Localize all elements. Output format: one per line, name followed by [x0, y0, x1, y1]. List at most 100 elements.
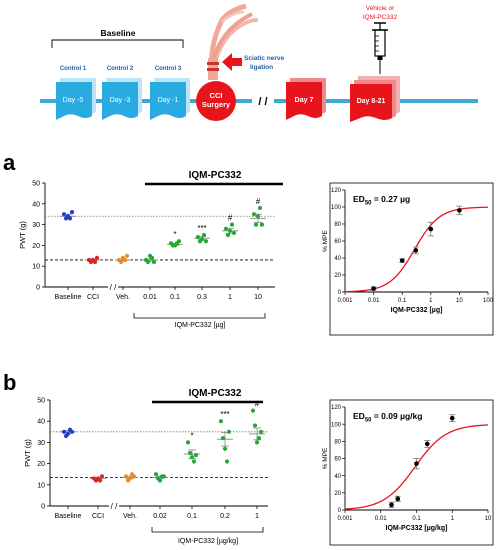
y-tick-label: 60 [334, 457, 341, 463]
nerve-label-1: Sciatic nerve [244, 55, 284, 62]
nerve-icon [207, 3, 259, 80]
x-tick-label: 0.1 [187, 513, 197, 520]
vehicle-label-2: IQM-PC332 [363, 14, 398, 21]
y-tick-label: 0 [41, 504, 45, 511]
data-point [224, 459, 230, 464]
x-tick-label: 100 [483, 298, 494, 304]
y-tick-label: 50 [37, 398, 45, 405]
x-tick-label: 1 [255, 513, 259, 520]
x-tick-label: 0.3 [197, 294, 207, 301]
day-label-3: Day -1 [158, 97, 179, 104]
significance-marker: *** [197, 224, 206, 233]
panel-letter-b: b [3, 370, 16, 395]
data-point [395, 496, 401, 502]
day-box-7: Day 7 [286, 78, 326, 120]
y-axis-label: % MPE [322, 447, 329, 469]
axis-break: / / [111, 502, 118, 511]
data-point [220, 436, 226, 441]
x-tick-label: 1 [228, 294, 232, 301]
data-point [69, 210, 75, 215]
syringe-icon [372, 22, 388, 74]
data-point [191, 459, 197, 464]
fitted-curve [344, 206, 489, 293]
data-point [257, 205, 263, 211]
x-tick-label: CCI [87, 294, 99, 301]
x-tick-label: Baseline [55, 513, 82, 520]
data-point [227, 228, 233, 233]
data-point [389, 502, 394, 508]
chart-frame [329, 182, 494, 336]
data-point [153, 472, 159, 477]
baseline-label: Baseline [101, 28, 136, 38]
data-point [250, 408, 256, 413]
x-tick-label: 0.1 [412, 516, 421, 522]
data-point [67, 216, 73, 221]
data-point [253, 222, 259, 227]
y-tick-label: 10 [37, 482, 45, 489]
x-tick-label: 0.2 [220, 513, 230, 520]
nerve-arrow-icon [222, 53, 242, 71]
nerve-label-2: ligation [250, 64, 273, 71]
data-point [428, 226, 434, 232]
data-point [61, 212, 67, 217]
y-tick-label: 120 [331, 188, 342, 194]
x-tick-label: Baseline [55, 294, 82, 301]
data-point [99, 474, 105, 479]
x-tick-label: 10 [485, 516, 492, 522]
timeline-break-gap [252, 94, 274, 108]
drug-label-a: IQM-PC332 [189, 170, 242, 181]
data-point [371, 286, 376, 291]
data-point [92, 259, 98, 265]
data-point [255, 214, 261, 219]
data-point [65, 431, 71, 437]
day-label-2: Day -3 [110, 97, 131, 104]
y-tick-label: 20 [334, 273, 341, 279]
data-point [127, 476, 133, 481]
data-point [185, 440, 191, 445]
data-point [201, 232, 207, 238]
day-box-2: Day -3 [102, 78, 142, 120]
data-point [225, 232, 231, 238]
data-point [424, 441, 430, 447]
x-tick-label: 0.02 [153, 513, 167, 520]
data-point [413, 248, 419, 253]
baseline-bracket [51, 39, 184, 48]
axis-break: / / [110, 283, 117, 292]
data-point [199, 237, 205, 242]
significance-marker: # [228, 214, 233, 223]
data-point [251, 212, 257, 217]
y-tick-label: 120 [331, 405, 342, 411]
data-point [222, 446, 228, 451]
data-point [231, 230, 237, 236]
data-point [61, 429, 67, 434]
data-point [94, 255, 100, 260]
data-point [226, 429, 232, 434]
x-axis-label: IQM-PC332 [µg] [391, 307, 443, 314]
x-tick-label: 0.01 [368, 298, 380, 304]
cci-label-1: CCI [210, 91, 223, 100]
y-tick-label: 100 [331, 205, 342, 211]
y-tick-label: 10 [32, 264, 40, 271]
data-point [254, 440, 260, 445]
y-tick-label: 30 [32, 222, 40, 229]
significance-marker: * [190, 431, 193, 440]
significance-marker: # [255, 400, 260, 409]
y-tick-label: 30 [37, 440, 45, 447]
x-tick-label: 1 [429, 298, 433, 304]
day-box-3: Day -1 [150, 78, 190, 120]
pwt-chart-a: 0 10 20 30 40 50 PWT (g) / / Baseline CCI Veh. 0.01… [18, 181, 275, 301]
y-tick-label: 0 [36, 285, 40, 292]
data-point [259, 222, 265, 227]
data-point [161, 474, 167, 479]
x-tick-label: 0.1 [170, 294, 180, 301]
cci-circle [196, 81, 236, 121]
data-point [151, 259, 157, 265]
data-point [229, 222, 235, 227]
y-tick-label: 40 [37, 419, 45, 426]
data-point [258, 429, 264, 434]
cci-label-2: Surgery [202, 100, 231, 109]
y-tick-label: 20 [334, 491, 341, 497]
significance-marker: # [256, 197, 261, 206]
data-point [122, 257, 128, 263]
group-bracket-a [133, 313, 266, 319]
